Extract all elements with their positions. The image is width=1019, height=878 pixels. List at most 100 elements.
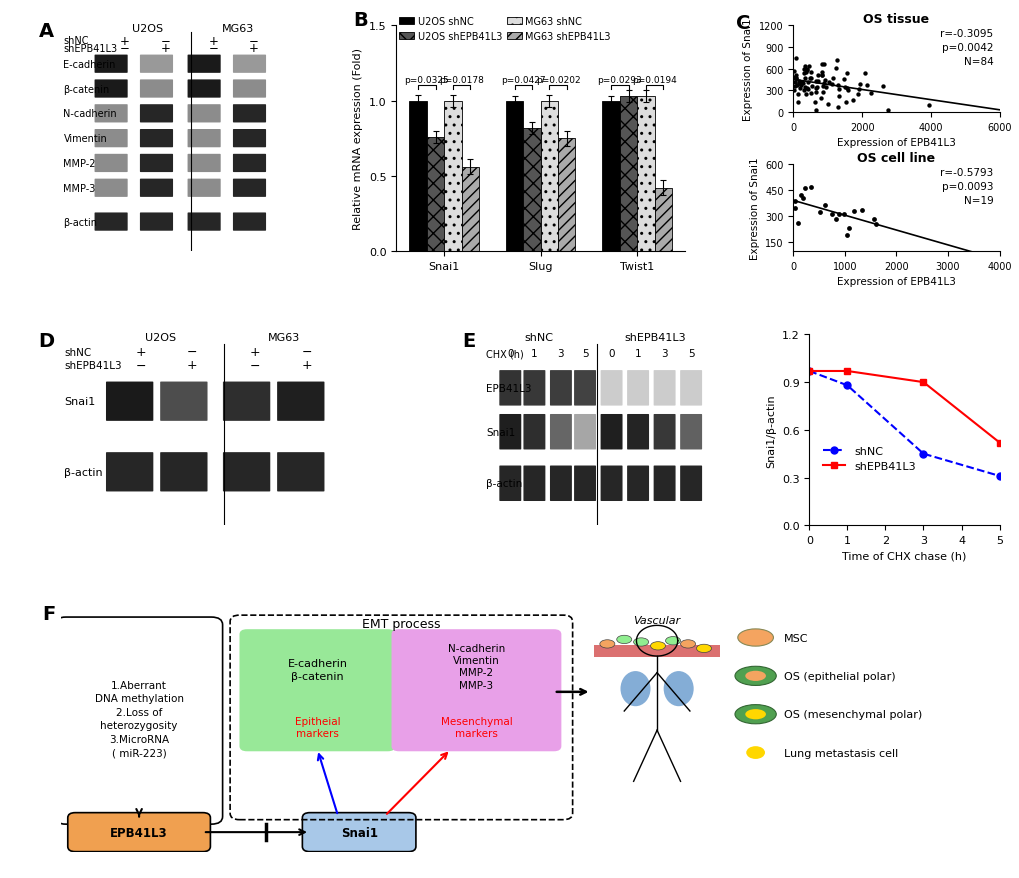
Ellipse shape <box>664 637 680 645</box>
FancyBboxPatch shape <box>140 80 173 98</box>
Point <box>802 66 818 80</box>
FancyBboxPatch shape <box>95 213 127 232</box>
Text: Mesenchymal
markers: Mesenchymal markers <box>440 716 512 738</box>
Point <box>873 80 890 94</box>
Point <box>823 78 840 92</box>
FancyBboxPatch shape <box>574 371 595 407</box>
Line: shNC: shNC <box>805 368 1002 480</box>
Text: 0: 0 <box>607 349 614 359</box>
FancyBboxPatch shape <box>523 414 545 450</box>
Point <box>788 72 804 86</box>
Point <box>827 54 844 68</box>
Text: MG63: MG63 <box>267 333 300 342</box>
Point <box>809 69 825 83</box>
Point <box>814 85 830 99</box>
Ellipse shape <box>735 666 775 686</box>
shNC <box>916 449 928 459</box>
Text: 3: 3 <box>557 349 564 359</box>
FancyArrow shape <box>751 749 758 752</box>
Point <box>817 82 834 96</box>
Point <box>791 77 807 91</box>
Point <box>801 71 817 85</box>
Text: +: + <box>250 346 260 359</box>
shNC <box>802 366 814 377</box>
Point <box>866 218 882 232</box>
Bar <box>443 102 462 252</box>
Text: E-cadherin: E-cadherin <box>63 60 116 69</box>
Bar <box>540 102 557 252</box>
FancyBboxPatch shape <box>600 466 622 501</box>
Text: 1: 1 <box>634 349 641 359</box>
Text: p=0.0194: p=0.0194 <box>632 76 677 85</box>
Point <box>788 79 804 93</box>
FancyBboxPatch shape <box>187 105 220 123</box>
FancyBboxPatch shape <box>302 813 416 852</box>
Point <box>815 74 832 88</box>
Point <box>839 228 855 242</box>
FancyArrow shape <box>753 748 763 755</box>
Text: EMT process: EMT process <box>362 617 440 630</box>
Point <box>845 94 861 108</box>
FancyBboxPatch shape <box>232 130 266 148</box>
FancyBboxPatch shape <box>187 55 220 74</box>
FancyBboxPatch shape <box>55 617 222 824</box>
Point <box>816 199 833 213</box>
FancyBboxPatch shape <box>653 466 675 501</box>
Point <box>850 88 866 102</box>
Ellipse shape <box>745 709 765 719</box>
FancyBboxPatch shape <box>680 371 701 407</box>
Ellipse shape <box>696 644 711 652</box>
FancyBboxPatch shape <box>187 80 220 98</box>
Point <box>812 91 828 105</box>
Point <box>796 61 812 75</box>
Text: N-cadherin
Vimentin
MMP-2
MMP-3: N-cadherin Vimentin MMP-2 MMP-3 <box>447 643 504 690</box>
FancyBboxPatch shape <box>549 371 572 407</box>
Point <box>808 81 824 95</box>
FancyBboxPatch shape <box>523 371 545 407</box>
Point <box>812 66 828 80</box>
FancyArrow shape <box>755 750 763 755</box>
Point <box>806 96 822 110</box>
Point <box>786 80 802 94</box>
Point <box>851 77 867 91</box>
Text: U2OS: U2OS <box>131 24 163 34</box>
FancyBboxPatch shape <box>594 645 719 657</box>
Text: β-actin: β-actin <box>486 479 522 489</box>
Title: OS cell line: OS cell line <box>857 152 934 165</box>
FancyBboxPatch shape <box>223 453 270 492</box>
Text: OS (mesenchymal polar): OS (mesenchymal polar) <box>783 709 921 719</box>
FancyArrow shape <box>747 750 755 755</box>
Bar <box>620 97 637 252</box>
Text: Snai1: Snai1 <box>486 428 515 437</box>
FancyBboxPatch shape <box>187 213 220 232</box>
Text: −: − <box>119 42 129 55</box>
Text: A: A <box>39 22 54 40</box>
FancyBboxPatch shape <box>223 382 270 421</box>
Point <box>827 61 844 76</box>
Point <box>799 76 815 90</box>
Bar <box>426 138 443 252</box>
Point <box>786 72 802 86</box>
shEPB41L3 <box>993 438 1005 449</box>
Text: C: C <box>735 14 749 33</box>
Point <box>853 204 869 218</box>
FancyBboxPatch shape <box>187 130 220 148</box>
Point <box>864 212 880 227</box>
Point <box>879 104 896 118</box>
FancyBboxPatch shape <box>95 80 127 98</box>
FancyBboxPatch shape <box>680 466 701 501</box>
Y-axis label: Expression of Snai1: Expression of Snai1 <box>749 157 759 260</box>
FancyArrow shape <box>753 751 763 758</box>
Point <box>798 82 814 96</box>
Point <box>815 76 832 90</box>
FancyBboxPatch shape <box>391 630 560 752</box>
FancyBboxPatch shape <box>187 179 220 198</box>
Ellipse shape <box>680 640 695 648</box>
Point <box>824 72 841 86</box>
Point <box>862 87 878 101</box>
Y-axis label: Relative mRNA expression (Fold): Relative mRNA expression (Fold) <box>354 48 363 230</box>
Text: Vascular: Vascular <box>633 615 680 625</box>
shEPB41L3 <box>841 366 853 377</box>
Text: EPB41L3: EPB41L3 <box>486 384 531 393</box>
Text: −: − <box>208 42 218 55</box>
